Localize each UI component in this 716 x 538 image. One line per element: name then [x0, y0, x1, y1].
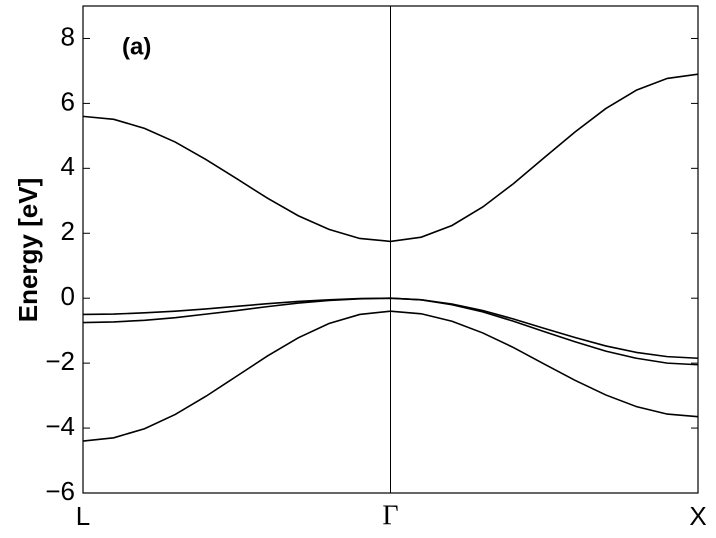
- plot-frame: [82, 5, 699, 494]
- y-tick-label: −6: [45, 476, 75, 506]
- y-tick-label: 2: [61, 216, 75, 246]
- y-tick-label: 6: [61, 86, 75, 116]
- y-tick-label: 8: [61, 21, 75, 51]
- y-tick-label: −4: [45, 411, 75, 441]
- band-line: [82, 297, 699, 366]
- x-tick-label: L: [76, 501, 90, 531]
- y-tick-label: −2: [45, 346, 75, 376]
- y-tick-label: 4: [61, 151, 75, 181]
- y-axis-label: Energy [eV]: [13, 178, 43, 323]
- annotation: (a): [122, 33, 151, 60]
- x-tick-label: Γ: [382, 500, 398, 531]
- y-tick-label: 0: [61, 281, 75, 311]
- band-line: [82, 73, 699, 243]
- x-tick-label: X: [689, 501, 706, 531]
- band-line: [82, 310, 699, 442]
